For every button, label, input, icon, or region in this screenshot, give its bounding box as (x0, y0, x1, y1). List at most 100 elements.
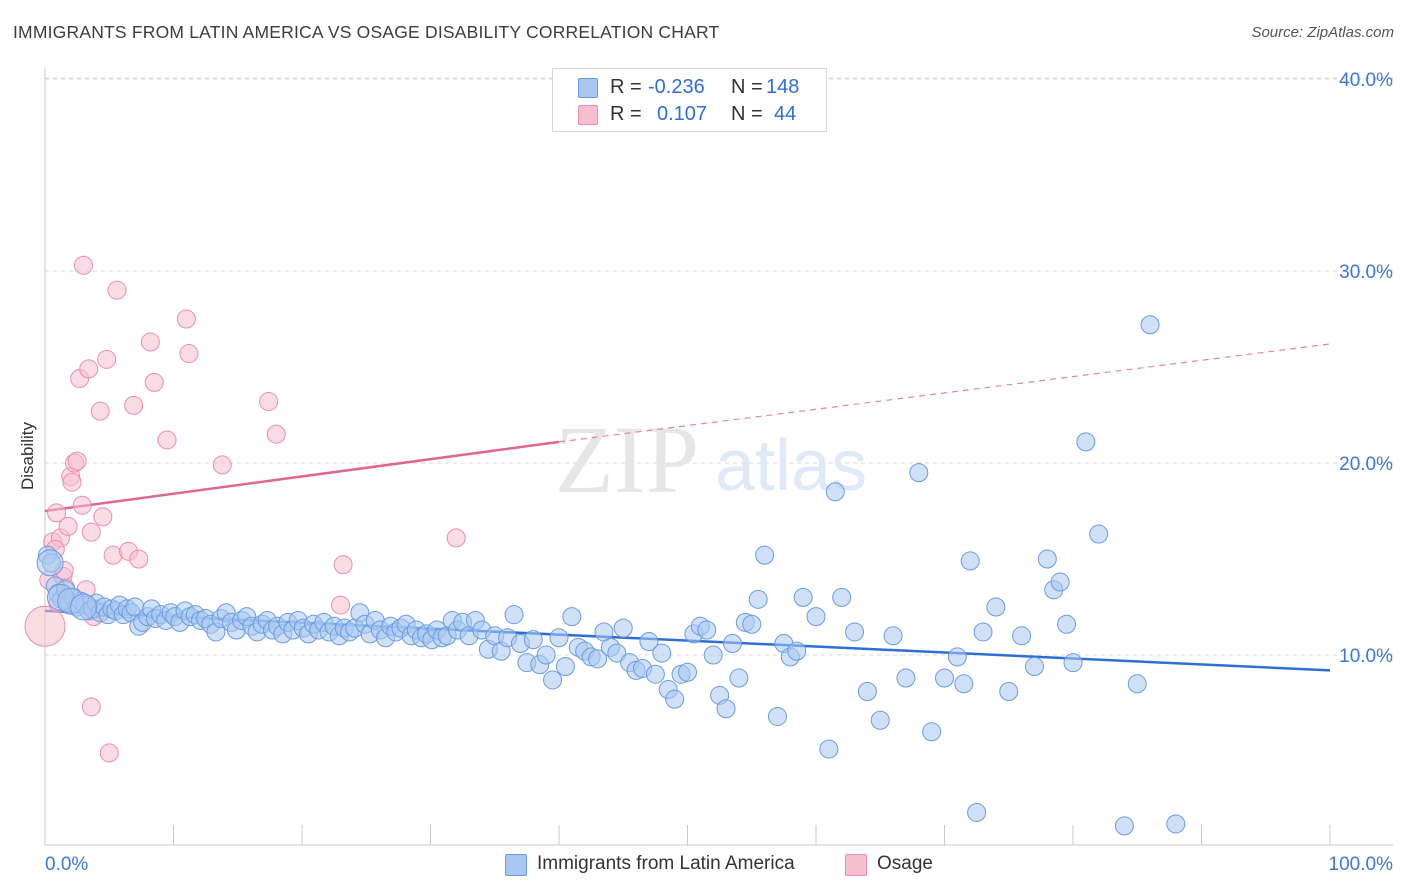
latin-america-point (986, 597, 1006, 617)
osage-point (144, 372, 164, 392)
latin-america-point (870, 710, 890, 730)
latin-america-point (588, 649, 608, 669)
y-tick-label: 20.0% (1339, 454, 1393, 475)
latin-america-point (555, 657, 575, 677)
osage-point (62, 472, 82, 492)
latin-america-point (748, 589, 768, 609)
legend-row-osage: R = 0.107 N = 44 (553, 101, 826, 129)
watermark: ZIP atlas (555, 406, 867, 513)
bottom-legend-swatch-pink (845, 854, 867, 876)
osage-point (79, 359, 99, 379)
latin-america-point (1166, 814, 1186, 834)
osage-point (93, 507, 113, 527)
legend-n-value: 148 (766, 76, 800, 98)
latin-america-point (883, 626, 903, 646)
latin-america-point (1140, 315, 1160, 335)
latin-america-point (504, 605, 524, 625)
osage-point (179, 344, 199, 364)
osage-point (90, 401, 110, 421)
latin-america-point (832, 587, 852, 607)
latin-america-point (909, 463, 929, 483)
latin-america-point (1012, 626, 1032, 646)
latin-america-point (1127, 674, 1147, 694)
latin-america-point (967, 802, 987, 822)
latin-america-point (973, 622, 993, 642)
osage-point (24, 605, 66, 647)
osage-point (446, 528, 466, 548)
latin-america-point (1024, 657, 1044, 677)
latin-america-point (1063, 653, 1083, 673)
legend-n-value: 44 (774, 103, 797, 125)
legend-r-value: -0.236 (648, 76, 705, 98)
osage-point (81, 697, 101, 717)
latin-america-point (613, 618, 633, 638)
latin-america-point (562, 607, 582, 627)
legend-swatch-pink (578, 105, 598, 125)
y-axis-label: Disability (18, 421, 37, 490)
y-tick-label: 30.0% (1339, 262, 1393, 283)
latin-america-point (543, 670, 563, 690)
latin-america-point (1089, 524, 1109, 544)
latin-america-points (36, 315, 1186, 836)
latin-america-point (935, 668, 954, 688)
latin-america-point (755, 545, 775, 565)
bottom-legend-swatch-blue (505, 854, 527, 876)
latin-america-point-large (36, 549, 64, 577)
legend-r-label: R = (610, 76, 642, 98)
latin-america-point (1050, 572, 1070, 592)
osage-point (81, 522, 101, 542)
latin-america-point (767, 706, 787, 726)
osage-point (74, 255, 94, 275)
latin-america-point (845, 622, 865, 642)
legend-row-latin-america: R = -0.236 N = 148 (553, 74, 826, 102)
latin-america-point (652, 643, 672, 663)
osage-point (47, 503, 67, 523)
correlation-legend: R = -0.236 N = 148 R = 0.107 N = 44 (552, 68, 827, 132)
latin-america-point (549, 628, 569, 648)
osage-point (140, 332, 160, 352)
latin-america-point (857, 681, 877, 701)
latin-america-point (607, 643, 627, 663)
latin-america-point (1114, 816, 1134, 836)
source-label: Source: ZipAtlas.com (1251, 24, 1394, 41)
bottom-legend-label: Osage (877, 853, 933, 874)
latin-america-point (523, 630, 543, 650)
latin-america-point (722, 633, 742, 653)
chart-title: IMMIGRANTS FROM LATIN AMERICA VS OSAGE D… (13, 22, 720, 42)
latin-america-point (1037, 549, 1057, 569)
legend-n-label: N = (731, 103, 763, 125)
osage-point (157, 430, 177, 450)
x-tick-label: 0.0% (45, 854, 88, 875)
latin-america-point (536, 645, 556, 665)
latin-america-point (697, 620, 717, 640)
osage-point (124, 395, 144, 415)
osage-point (259, 392, 279, 412)
trend-line-osage-extended (558, 343, 1331, 443)
latin-america-point (639, 632, 659, 652)
osage-point (333, 555, 353, 575)
grid-lines (45, 77, 1393, 656)
osage-point (129, 549, 149, 569)
latin-america-point (896, 668, 916, 688)
bottom-legend-label: Immigrants from Latin America (537, 853, 795, 874)
latin-america-point (825, 482, 845, 502)
latin-america-point (665, 689, 685, 709)
trend-line-osage (44, 440, 560, 513)
x-tick-label: 100.0% (1329, 854, 1394, 875)
osage-point (99, 743, 119, 763)
latin-america-point (787, 641, 807, 661)
watermark-zip: ZIP (555, 406, 699, 513)
latin-america-point (1057, 614, 1077, 634)
y-tick-label: 40.0% (1339, 70, 1393, 91)
legend-swatch-blue (578, 78, 598, 98)
latin-america-point (729, 668, 749, 688)
latin-america-point-large (70, 593, 98, 621)
legend-r-value: 0.107 (657, 103, 708, 125)
latin-america-point (1076, 432, 1096, 452)
tick-labels: 10.0% 20.0% 30.0% 40.0% 0.0% 100.0% (45, 70, 1393, 875)
osage-point (97, 349, 117, 369)
legend-r-label: R = (610, 103, 642, 125)
latin-america-point (716, 699, 736, 719)
latin-america-point (793, 587, 813, 607)
